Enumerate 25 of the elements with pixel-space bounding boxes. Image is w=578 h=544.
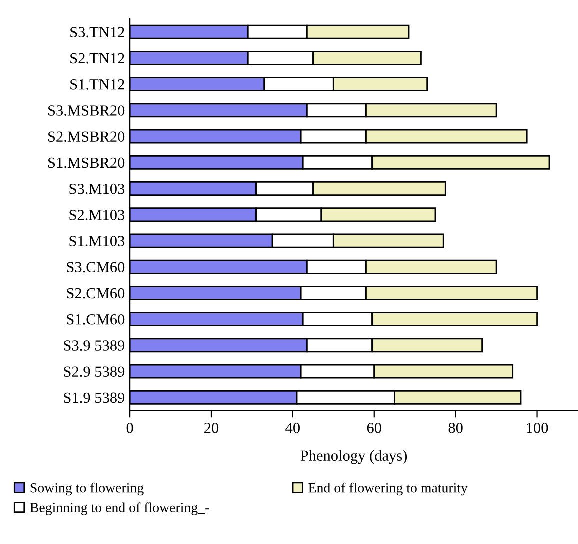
legend-label: Beginning to end of flowering_-	[30, 502, 210, 516]
y-tick-label: S2.TN12	[70, 53, 124, 64]
y-tick-label: S2.9 5389	[64, 366, 125, 378]
x-tick-label: 0	[126, 422, 134, 434]
legend-label: Sowing to flowering	[30, 482, 144, 496]
y-tick-label: S3.9 5389	[64, 340, 125, 351]
legend-label: End of flowering to maturity	[308, 482, 468, 496]
y-tick-label: S3.M103	[70, 184, 125, 194]
y-tick-label: S1.CM60	[67, 314, 125, 325]
y-tick-label: S2.CM60	[67, 288, 125, 299]
y-tick-label: S2.M103	[70, 210, 125, 220]
y-tick-label: S1.MSBR20	[48, 158, 125, 168]
x-tick-label: 60	[367, 422, 382, 434]
y-tick-label: S3.MSBR20	[48, 106, 125, 116]
y-tick-label: S2.MSBR20	[48, 132, 125, 142]
x-tick-label: 100	[527, 422, 548, 434]
x-axis-title: Phenology (days)	[300, 450, 408, 464]
x-tick-label: 80	[448, 422, 463, 434]
x-tick-label: 20	[204, 422, 219, 434]
y-tick-label: S1.M103	[70, 236, 125, 247]
y-tick-label: S3.CM60	[67, 262, 125, 273]
x-tick-label: 40	[286, 422, 300, 434]
y-tick-label: S1.TN12	[70, 80, 124, 90]
y-tick-label: S3.TN12	[70, 27, 124, 38]
y-tick-label: S1.9 5389	[64, 392, 125, 404]
